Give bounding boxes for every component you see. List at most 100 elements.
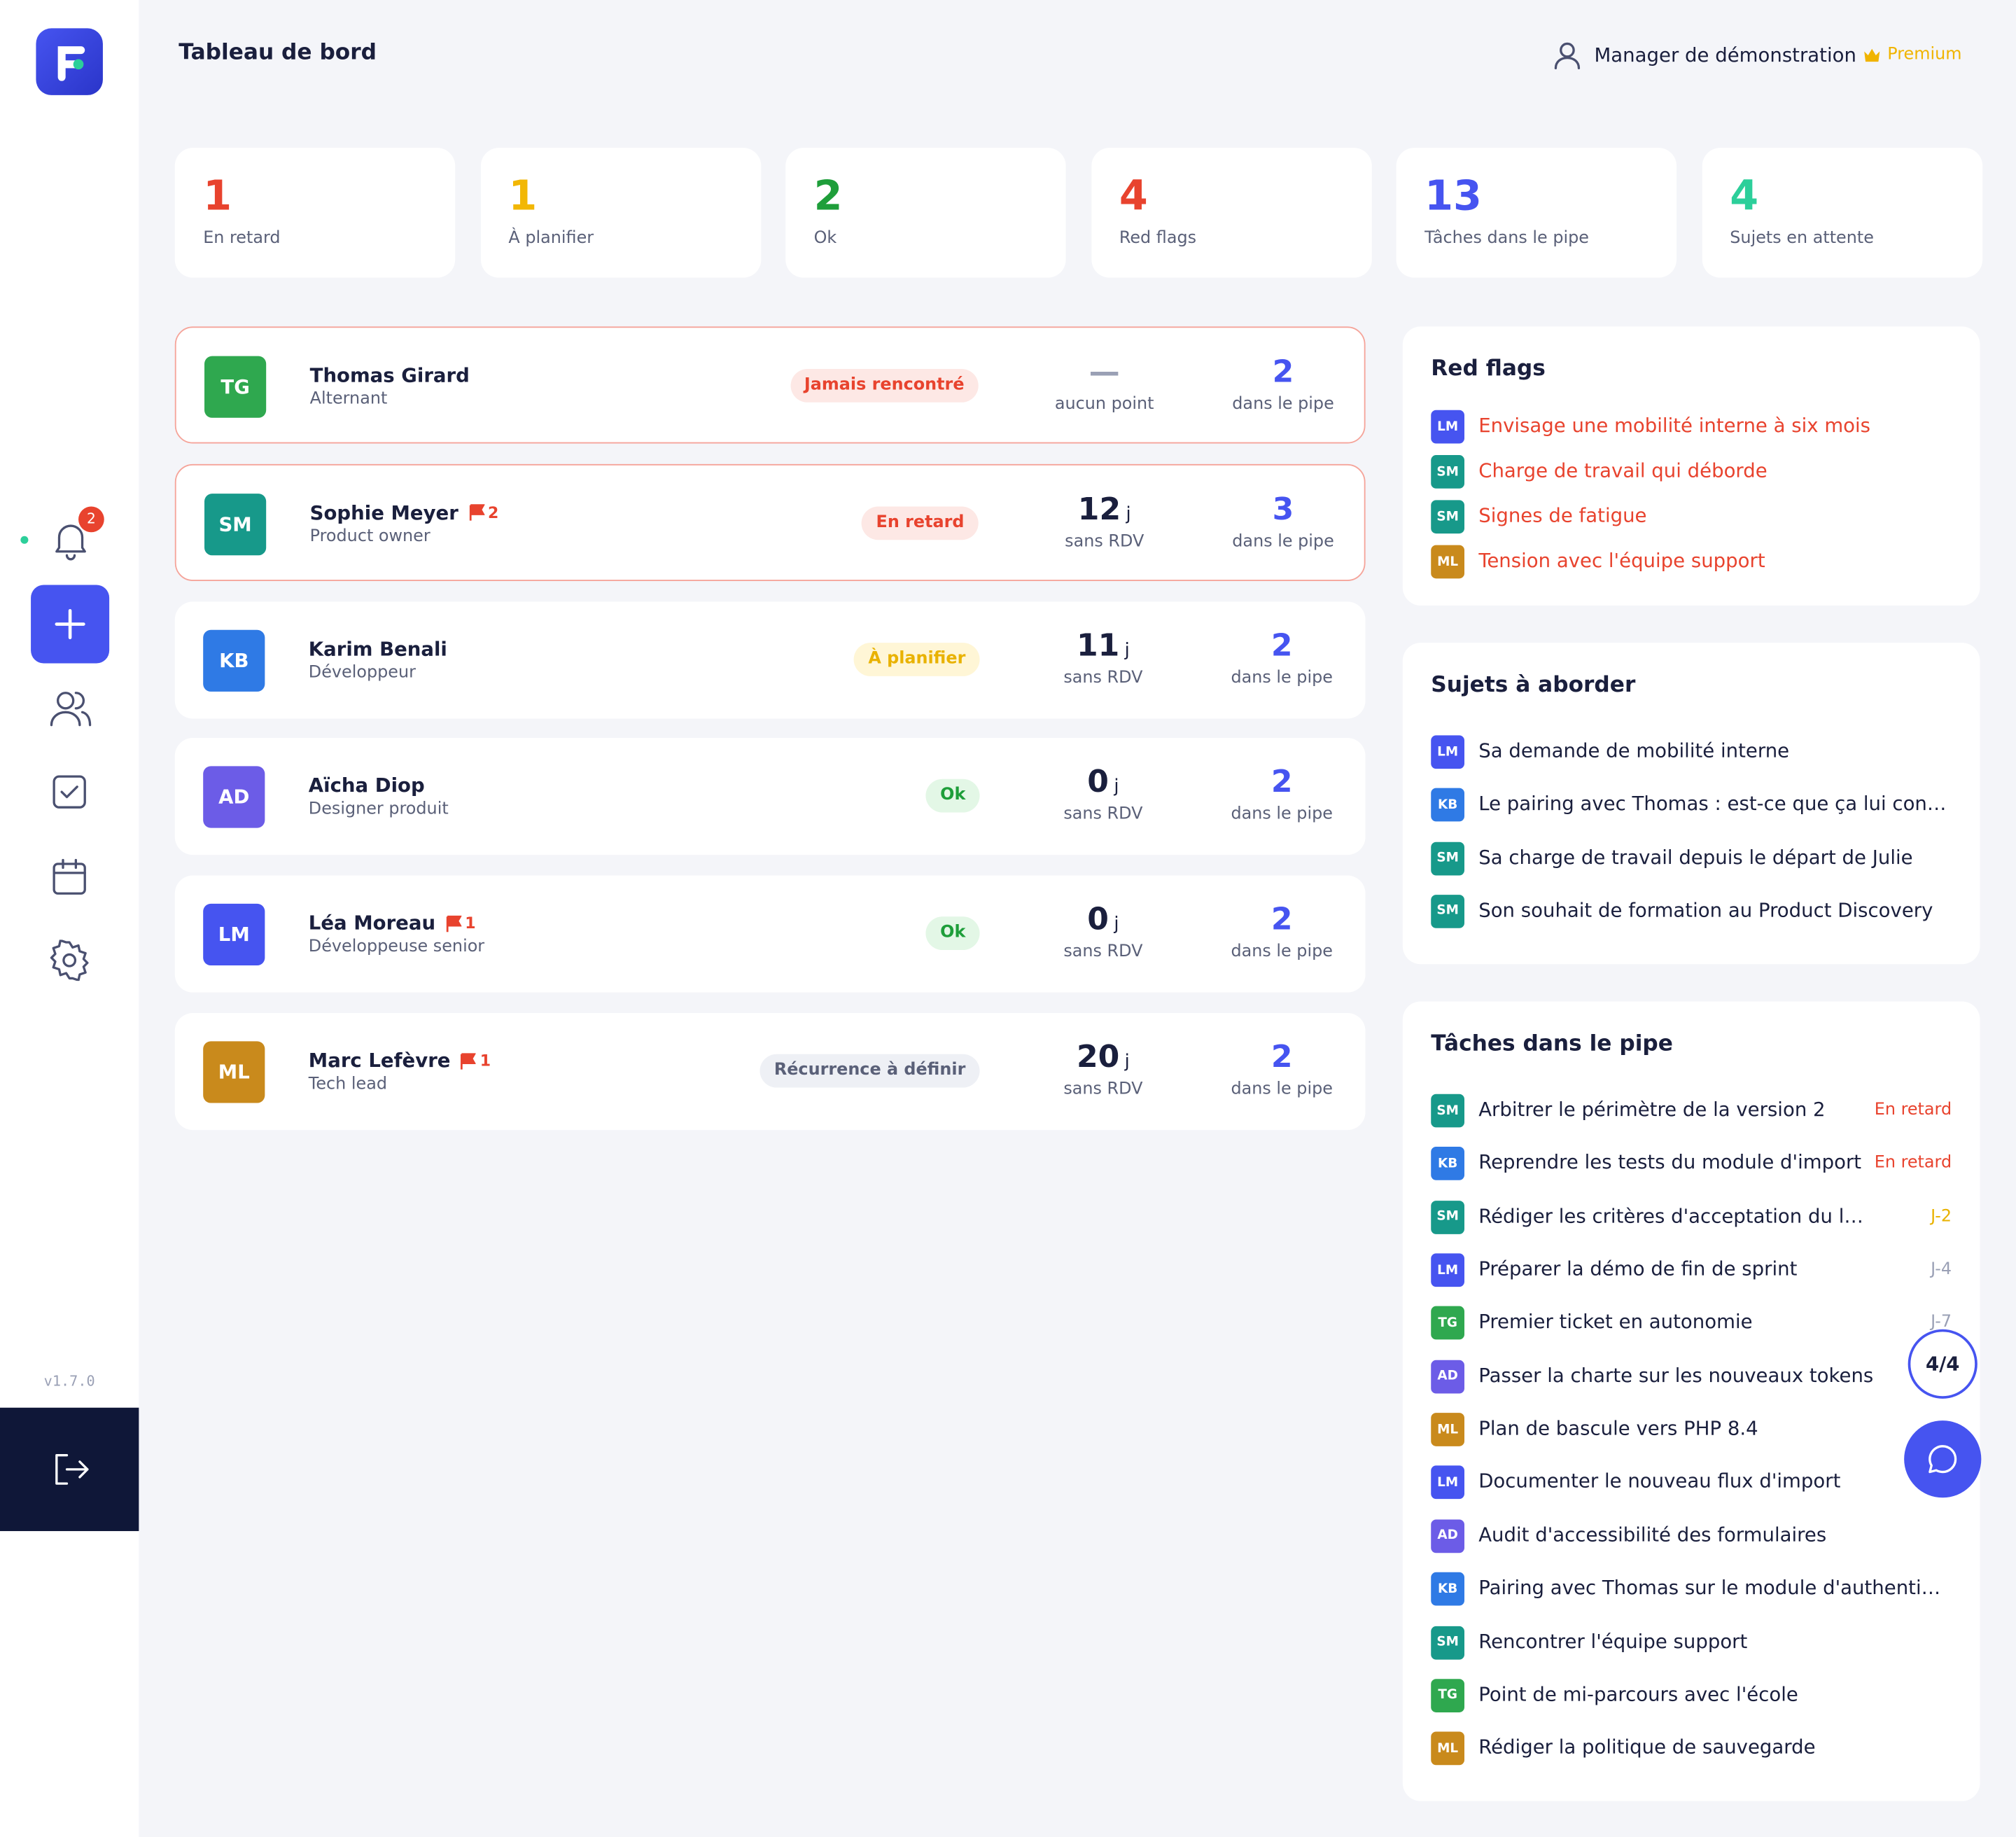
days-label: sans RDV bbox=[1063, 668, 1143, 687]
name-text: Aïcha Diop bbox=[308, 774, 425, 798]
item-text[interactable]: Charge de travail qui déborde bbox=[1478, 459, 1768, 482]
item-text[interactable]: Point de mi-parcours avec l'école bbox=[1478, 1682, 1798, 1706]
item-avatar: AD bbox=[1431, 1360, 1465, 1394]
item-text[interactable]: Pairing avec Thomas sur le module d'auth… bbox=[1478, 1576, 1952, 1600]
item-due: J-7 bbox=[1931, 1313, 1952, 1333]
panel-title: Red flags bbox=[1431, 356, 1546, 382]
pipe-label: dans le pipe bbox=[1232, 531, 1334, 552]
item-text[interactable]: Rédiger les critères d'acceptation du lo… bbox=[1478, 1204, 1865, 1228]
item-text[interactable]: Tension avec l'équipe support bbox=[1478, 549, 1765, 573]
item-text[interactable]: Audit d'accessibilité des formulaires bbox=[1478, 1523, 1827, 1546]
team-icon[interactable] bbox=[49, 689, 92, 727]
pipe-count: 2 bbox=[1270, 1038, 1293, 1075]
settings-icon[interactable] bbox=[49, 940, 90, 982]
person-card[interactable]: AD Aïcha Diop Designer produit Ok 0 j sans RDV… bbox=[174, 738, 1366, 855]
stat-label: Sujets en attente bbox=[1730, 228, 1874, 249]
flag-count: 1 bbox=[461, 1052, 491, 1070]
add-button[interactable] bbox=[31, 585, 110, 664]
person-role: Développeur bbox=[308, 662, 416, 683]
pager[interactable]: 4/4 bbox=[1907, 1329, 1977, 1399]
days: 11 j bbox=[1039, 627, 1168, 662]
person-name: Léa Moreau 1 bbox=[309, 911, 476, 935]
pipe-label: dans le pipe bbox=[1231, 1080, 1333, 1100]
pipe-count: 2 bbox=[1272, 353, 1294, 390]
logo-mark bbox=[57, 46, 85, 81]
item-avatar: SM bbox=[1431, 1094, 1465, 1128]
item-text[interactable]: Passer la charte sur les nouveaux tokens bbox=[1478, 1363, 1874, 1387]
person-name: Aïcha Diop bbox=[309, 774, 425, 797]
flag-count: 1 bbox=[446, 914, 476, 933]
flag-number: 1 bbox=[479, 1052, 491, 1070]
stat-value: 2 bbox=[813, 171, 843, 221]
person-card[interactable]: SM Sophie Meyer 2 Product owner En retard 12 j… bbox=[174, 463, 1366, 581]
item-text[interactable]: Envisage une mobilité interne à six mois bbox=[1478, 414, 1871, 438]
item-text[interactable]: Rédiger la politique de sauvegarde bbox=[1478, 1735, 1816, 1759]
item-text[interactable]: Arbitrer le périmètre de la version 2 bbox=[1478, 1098, 1826, 1122]
avatar: SM bbox=[204, 493, 267, 555]
item-text[interactable]: Sa charge de travail depuis le départ de… bbox=[1478, 845, 1913, 869]
user-icon bbox=[1554, 42, 1581, 69]
person-role: Tech lead bbox=[308, 1075, 387, 1094]
stat-label: Tâches dans le pipe bbox=[1424, 228, 1589, 249]
item-avatar: ML bbox=[1431, 1413, 1465, 1447]
name-text: Léa Moreau bbox=[308, 911, 436, 935]
person-card[interactable]: LM Léa Moreau 1 Développeuse senior Ok 0 j sans… bbox=[174, 875, 1366, 993]
person-role: Product owner bbox=[309, 526, 430, 547]
item-avatar: SM bbox=[1431, 1626, 1465, 1659]
stat-value: 1 bbox=[508, 171, 538, 221]
person-card[interactable]: KB Karim Benali Développeur À planifier 11 j s… bbox=[174, 601, 1366, 718]
days-label: sans RDV bbox=[1063, 942, 1143, 962]
status-badge: Récurrence à définir bbox=[760, 1054, 980, 1088]
item-text[interactable]: Plan de bascule vers PHP 8.4 bbox=[1478, 1416, 1758, 1440]
name-text: Thomas Girard bbox=[309, 363, 470, 387]
item-text[interactable]: Reprendre les tests du module d'import bbox=[1478, 1151, 1862, 1175]
item-text[interactable]: Son souhait de formation au Product Disc… bbox=[1478, 898, 1933, 922]
item-avatar: SM bbox=[1431, 455, 1465, 489]
person-role: Développeuse senior bbox=[308, 937, 485, 957]
tasks-icon[interactable] bbox=[51, 774, 87, 809]
bell-icon[interactable] bbox=[51, 519, 90, 561]
pipe-label: dans le pipe bbox=[1232, 394, 1334, 414]
status-dot bbox=[20, 536, 29, 544]
item-due: J-2 bbox=[1931, 1206, 1952, 1227]
stat-card: 4 Red flags bbox=[1091, 148, 1371, 278]
item-avatar: SM bbox=[1431, 1200, 1465, 1234]
stat-value: 4 bbox=[1119, 171, 1148, 221]
days-value: 0 bbox=[1087, 764, 1109, 800]
item-text[interactable]: Premier ticket en autonomie bbox=[1478, 1310, 1753, 1334]
days-value: 20 bbox=[1076, 1038, 1120, 1075]
calendar-icon[interactable] bbox=[51, 858, 87, 896]
logout-button[interactable] bbox=[0, 1407, 139, 1532]
item-avatar: LM bbox=[1431, 1466, 1465, 1500]
item-text[interactable]: Rencontrer l'équipe support bbox=[1478, 1629, 1748, 1653]
flag-icon bbox=[461, 1052, 477, 1069]
stat-card: 4 Sujets en attente bbox=[1701, 148, 1982, 278]
item-avatar: LM bbox=[1431, 410, 1465, 444]
logo[interactable] bbox=[36, 28, 103, 95]
item-text[interactable]: Signes de fatigue bbox=[1478, 503, 1647, 527]
avatar: LM bbox=[203, 904, 265, 966]
person-card[interactable]: TG Thomas Girard Alternant Jamais rencontré… bbox=[174, 326, 1366, 444]
item-text[interactable]: Sa demande de mobilité interne bbox=[1478, 739, 1790, 762]
item-text[interactable]: Documenter le nouveau flux d'import bbox=[1478, 1469, 1841, 1493]
item-due: En retard bbox=[1874, 1153, 1952, 1173]
stat-card: 1 À planifier bbox=[480, 148, 761, 278]
person-name: Karim Benali bbox=[309, 637, 447, 660]
chat-button[interactable] bbox=[1904, 1420, 1982, 1498]
item-avatar: AD bbox=[1431, 1519, 1465, 1553]
item-text[interactable]: Préparer la démo de fin de sprint bbox=[1478, 1257, 1798, 1281]
item-due: J-4 bbox=[1931, 1259, 1952, 1280]
page-title: Tableau de bord bbox=[178, 39, 377, 66]
user-name[interactable]: Manager de démonstration bbox=[1594, 43, 1856, 67]
item-text[interactable]: Le pairing avec Thomas : est-ce que ça l… bbox=[1478, 792, 1952, 816]
name-text: Karim Benali bbox=[308, 637, 447, 661]
flag-number: 1 bbox=[465, 914, 476, 933]
person-name: Thomas Girard bbox=[310, 364, 470, 387]
days-value: 11 bbox=[1076, 627, 1120, 663]
notification-count: 2 bbox=[78, 506, 104, 533]
person-role: Alternant bbox=[309, 389, 388, 409]
person-card[interactable]: ML Marc Lefèvre 1 Tech lead Récurrence à déf… bbox=[174, 1013, 1366, 1131]
